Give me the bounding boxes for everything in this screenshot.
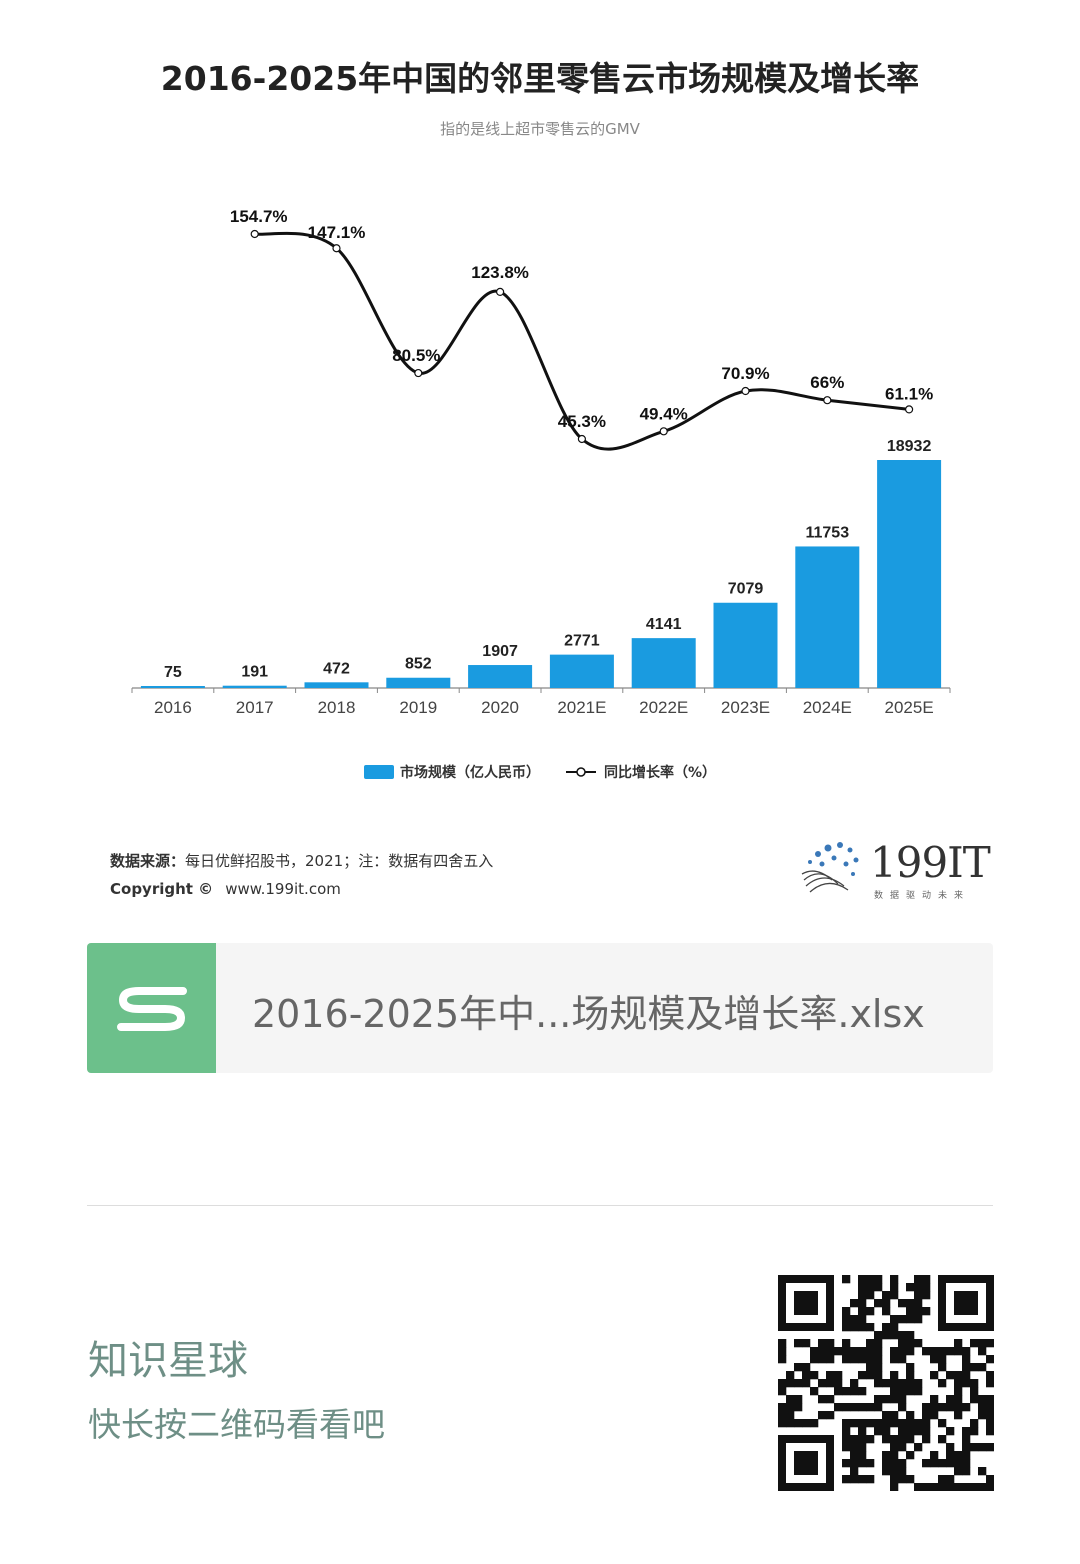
bar-label-2018: 472: [323, 660, 350, 677]
growth-point-2022E: [659, 427, 668, 436]
growth-point-2019: [414, 368, 423, 378]
growth-label-2020: 123.8%: [471, 263, 529, 282]
growth-label-2023E: 70.9%: [721, 364, 769, 383]
x-tick-label: 2018: [318, 698, 356, 717]
copyright-url[interactable]: www.199it.com: [225, 880, 341, 898]
bar-2024E: [795, 546, 860, 688]
bar-2025E: [877, 460, 942, 688]
growth-label-2022E: 49.4%: [640, 404, 688, 423]
x-tick-label: 2019: [399, 698, 437, 717]
legend-line-icon: [565, 767, 596, 777]
bar-label-2025E: 18932: [887, 438, 932, 455]
logo-tagline: 数据驱动未来: [874, 891, 971, 901]
bar-2019: [386, 677, 451, 688]
bar-2016: [140, 686, 205, 688]
chart-title: 2016-2025年中国的邻里零售云市场规模及增长率: [160, 59, 920, 98]
legend-bar-label: 市场规模（亿人民币）: [399, 765, 540, 781]
knowledge-planet-subtitle: 快长按二维码看看吧: [88, 1405, 385, 1444]
divider: [87, 1205, 993, 1206]
x-tick-label: 2023E: [721, 698, 770, 717]
growth-point-2017: [250, 229, 259, 239]
file-name[interactable]: 2016-2025年中...场规模及增长率.xlsx: [252, 992, 925, 1036]
growth-point-2023E: [741, 386, 750, 396]
source-label: 数据来源：: [110, 852, 186, 870]
x-tick-label: 2025E: [885, 698, 934, 717]
bar-2021E: [549, 654, 614, 688]
growth-label-2019: 80.5%: [392, 346, 440, 365]
legend-line-label: 同比增长率（%）: [603, 765, 717, 781]
bar-2017: [222, 685, 287, 688]
growth-label-2025E: 61.1%: [885, 384, 933, 403]
x-tick-label: 2022E: [639, 698, 688, 717]
growth-label-2018: 147.1%: [308, 223, 366, 242]
combo-chart: 75 2016 191 2017 472 2018 852 2019 1907 2020 2771 2…: [131, 207, 951, 717]
knowledge-planet-title: 知识星球: [88, 1338, 248, 1384]
bar-2018: [304, 682, 369, 688]
source-note: 数据来源：每日优鲜招股书，2021；注：数据有四舍五入: [110, 850, 493, 871]
bar-label-2016: 75: [164, 664, 182, 681]
legend-bar-swatch: [363, 765, 394, 779]
growth-point-2021E: [577, 434, 587, 444]
bar-label-2019: 852: [405, 656, 432, 673]
x-tick-label: 2024E: [803, 698, 852, 717]
spreadsheet-s-icon: [87, 943, 216, 1073]
chart-subtitle: 指的是线上超市零售云的GMV: [440, 120, 640, 138]
qr-code-icon[interactable]: [778, 1275, 994, 1491]
bar-2022E: [631, 638, 696, 688]
growth-point-2024E: [823, 396, 832, 405]
bar-label-2024E: 11753: [805, 524, 849, 541]
bar-label-2022E: 4141: [646, 616, 682, 633]
copyright-label: Copyright ©: [110, 880, 214, 898]
growth-point-2025E: [904, 405, 914, 414]
bar-2020: [468, 665, 533, 688]
bar-label-2021E: 2771: [564, 633, 600, 650]
growth-label-2021E: 45.3%: [558, 412, 606, 431]
logo-mark-icon: [801, 842, 859, 893]
source-text: 每日优鲜招股书，2021；注：数据有四舍五入: [185, 852, 494, 870]
growth-label-2017: 154.7%: [230, 207, 288, 226]
chart-legend: 市场规模（亿人民币） 同比增长率（%）: [0, 762, 1080, 782]
x-tick-label: 2016: [154, 698, 192, 717]
bar-label-2023E: 7079: [728, 581, 764, 598]
growth-point-2020: [496, 287, 505, 297]
growth-label-2024E: 66%: [810, 373, 844, 392]
x-tick-label: 2020: [481, 698, 519, 717]
bar-label-2020: 1907: [482, 643, 518, 660]
x-tick-label: 2017: [236, 698, 274, 717]
growth-line: [254, 231, 910, 451]
file-attachment-card[interactable]: [87, 943, 993, 1073]
copyright-note: Copyright © www.199it.com: [110, 880, 341, 898]
logo-text: 199IT: [870, 838, 991, 887]
growth-point-2018: [332, 244, 341, 253]
bar-2023E: [713, 602, 778, 688]
bar-label-2017: 191: [241, 664, 268, 681]
x-tick-label: 2021E: [557, 698, 606, 717]
